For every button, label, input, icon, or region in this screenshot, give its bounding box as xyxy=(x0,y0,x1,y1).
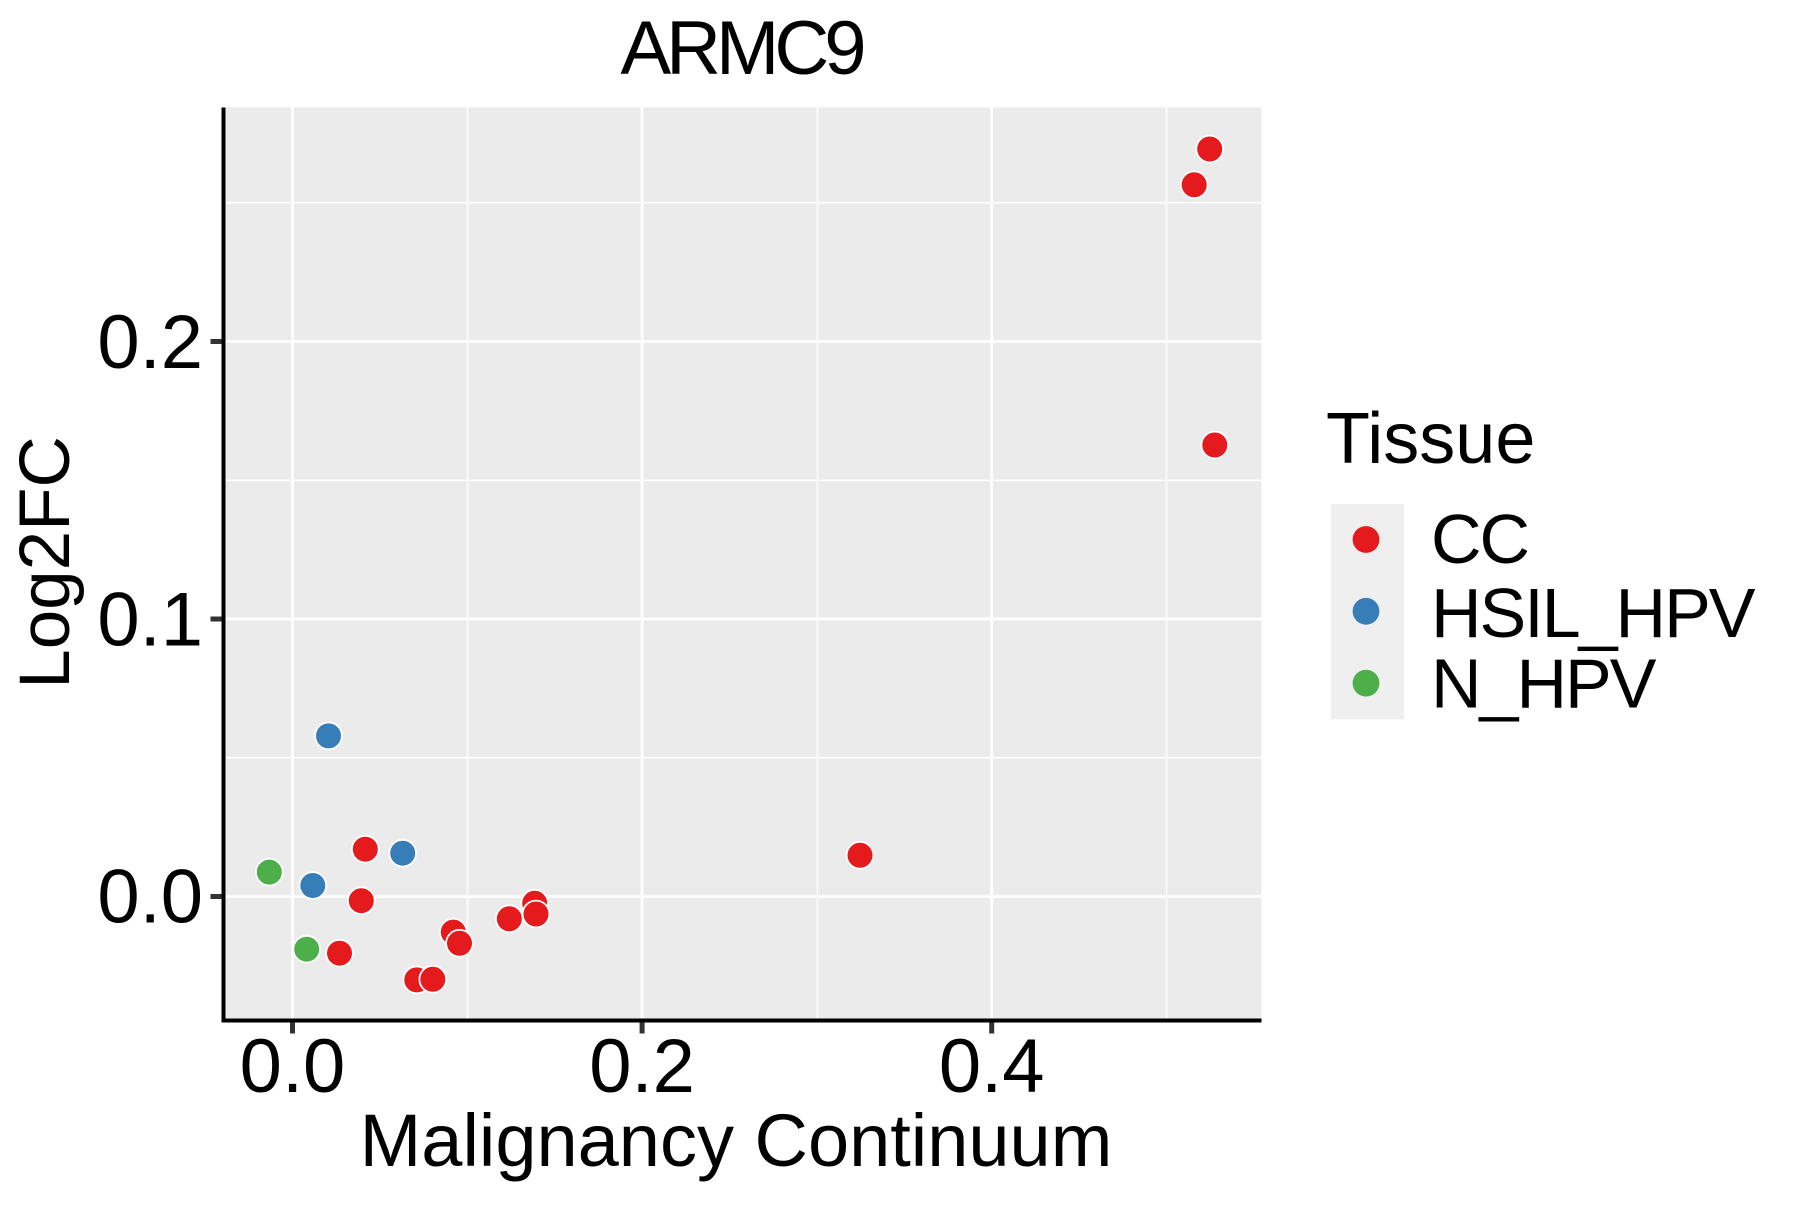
svg-text:0.2: 0.2 xyxy=(97,300,203,385)
svg-text:Log2FC: Log2FC xyxy=(6,436,85,689)
svg-text:ARMC9: ARMC9 xyxy=(620,6,863,91)
svg-text:0.4: 0.4 xyxy=(939,1024,1045,1109)
svg-text:0.0: 0.0 xyxy=(97,855,203,940)
svg-text:0.1: 0.1 xyxy=(97,578,203,663)
svg-text:N_HPV: N_HPV xyxy=(1431,645,1657,723)
svg-text:Malignancy Continuum: Malignancy Continuum xyxy=(360,1099,1113,1182)
svg-text:0.0: 0.0 xyxy=(240,1024,346,1109)
svg-text:HSIL_HPV: HSIL_HPV xyxy=(1431,574,1756,652)
svg-text:CC: CC xyxy=(1431,500,1528,578)
svg-text:Tissue: Tissue xyxy=(1326,399,1535,479)
svg-text:0.2: 0.2 xyxy=(589,1024,695,1109)
